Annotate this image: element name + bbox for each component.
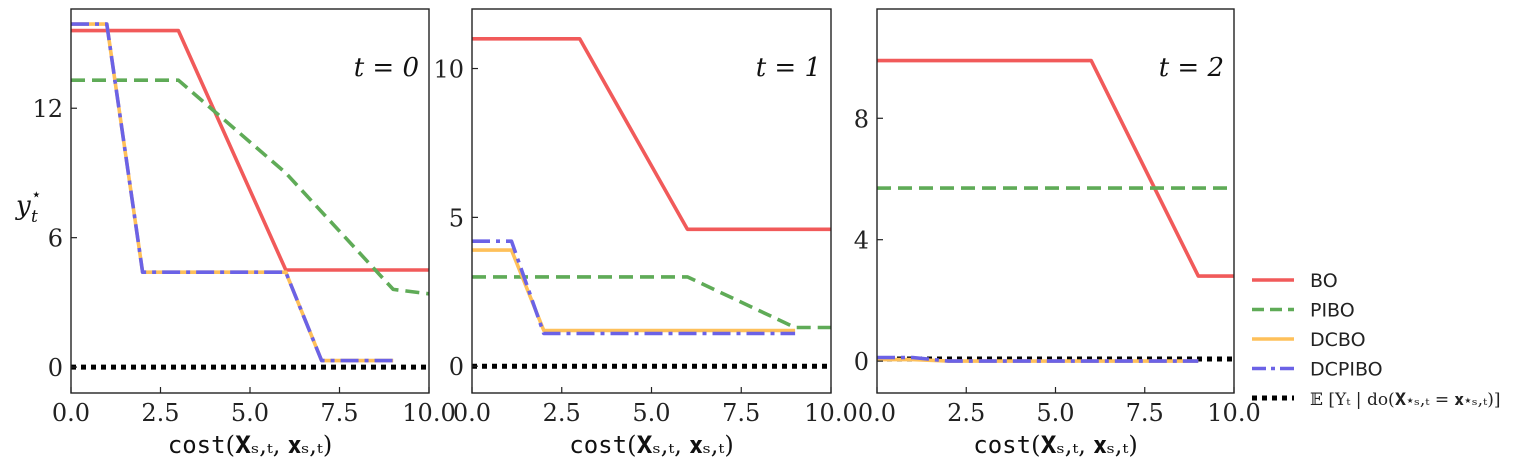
legend-item-expectation: 𝔼 [Yₜ | do(𝐗⋆ₛ,ₜ = 𝐱⋆ₛ,ₜ)]: [1252, 390, 1500, 410]
legend-label: 𝔼 [Yₜ | do(𝐗⋆ₛ,ₜ = 𝐱⋆ₛ,ₜ)]: [1310, 390, 1500, 410]
legend-item-pibo: PIBO: [1252, 300, 1355, 322]
panel-title: t = 1: [756, 53, 821, 83]
x-tick-label: 10.0: [402, 399, 455, 427]
x-tick-label: 7.5: [1126, 399, 1164, 427]
y-tick-label: 4: [854, 227, 869, 255]
y-tick-label: 6: [48, 225, 63, 253]
x-tick-label: 2.5: [543, 399, 581, 427]
legend-item-bo: BO: [1252, 270, 1338, 292]
series-line-pibo: [71, 78, 429, 296]
legend-item-dcpibo: DCPIBO: [1252, 359, 1383, 381]
series-group-0: [71, 22, 429, 370]
x-axis-label: cost(𝐗ₛ,ₜ, 𝐱ₛ,ₜ): [569, 431, 733, 459]
y-axis-label: y t ⋆: [15, 185, 42, 227]
legend-label: BO: [1310, 270, 1338, 292]
series-line-bo: [877, 58, 1234, 278]
x-axis-label-math: (𝐗ₛ,ₜ, 𝐱ₛ,ₜ): [1031, 431, 1138, 459]
x-tick-label: 5.0: [632, 399, 670, 427]
chart-panel-0: 0.0 2.5 5.0 7.5 10.0 0 6 12 t = 0 cost(𝐗ₛ,ₜ, 𝐱ₛ,ₜ…: [32, 8, 456, 459]
x-tick-label: 7.5: [320, 399, 358, 427]
x-tick-label: 10.0: [804, 399, 857, 427]
x-tick-label: 0.0: [453, 399, 491, 427]
series-line-dcbo: [472, 248, 796, 333]
y-tick-label: 5: [449, 204, 464, 232]
x-tick-label: 7.5: [722, 399, 760, 427]
series-line-bo: [472, 36, 831, 232]
panel-title: t = 0: [354, 53, 419, 83]
series-line-dcpibo: [472, 239, 796, 336]
x-axis-label-math: (𝐗ₛ,ₜ, 𝐱ₛ,ₜ): [226, 431, 333, 459]
chart-panel-1: 0.0 2.5 5.0 7.5 10.0 0 5 10 t = 1 cost(𝐗ₛ,ₜ, 𝐱ₛ,ₜ…: [433, 8, 858, 459]
x-axis-label-prefix: cost: [569, 431, 627, 459]
legend-item-dcbo: DCBO: [1252, 329, 1366, 351]
legend: BO PIBO DCBO DCPIBO 𝔼 [Yₜ | do(𝐗⋆ₛ,ₜ = 𝐱⋆ₛ,ₜ…: [1252, 270, 1500, 410]
y-tick-label: 12: [32, 95, 63, 123]
x-axis-label-prefix: cost: [973, 431, 1031, 459]
series-line-dcbo: [71, 22, 394, 363]
x-tick-label: 0.0: [52, 399, 90, 427]
y-axis-label-main: y: [15, 191, 31, 221]
x-tick-label: 2.5: [141, 399, 179, 427]
series-group-1: [472, 36, 831, 369]
x-tick-label: 10.0: [1207, 399, 1260, 427]
x-tick-label: 5.0: [231, 399, 269, 427]
series-line-dcpibo: [71, 22, 394, 363]
x-axis-label-math: (𝐗ₛ,ₜ, 𝐱ₛ,ₜ): [627, 431, 734, 459]
y-tick-label: 0: [449, 353, 464, 381]
y-tick-label: 0: [854, 348, 869, 376]
y-tick-label: 10: [433, 56, 464, 84]
x-axis-label: cost(𝐗ₛ,ₜ, 𝐱ₛ,ₜ): [168, 431, 332, 459]
y-axis-label-sup: ⋆: [31, 185, 42, 205]
y-axis-label-sub: t: [31, 207, 38, 227]
series-line-pibo: [472, 275, 831, 330]
y-tick-label: 8: [854, 105, 869, 133]
y-tick-label: 0: [48, 354, 63, 382]
series-line-dcpibo: [877, 355, 1199, 363]
x-tick-label: 5.0: [1036, 399, 1074, 427]
x-axis-label-prefix: cost: [168, 431, 226, 459]
x-tick-label: 0.0: [858, 399, 896, 427]
legend-label: DCPIBO: [1310, 359, 1383, 381]
panel-title: t = 2: [1159, 53, 1224, 83]
x-axis-label: cost(𝐗ₛ,ₜ, 𝐱ₛ,ₜ): [973, 431, 1137, 459]
legend-label: PIBO: [1310, 300, 1355, 322]
x-tick-label: 2.5: [947, 399, 985, 427]
legend-label: DCBO: [1310, 329, 1366, 351]
series-line-bo: [71, 28, 429, 272]
chart-panel-2: 0.0 2.5 5.0 7.5 10.0 0 4 8 t = 2 cost(𝐗ₛ,ₜ, 𝐱ₛ,ₜ): [854, 8, 1261, 459]
series-group-2: [877, 58, 1234, 363]
